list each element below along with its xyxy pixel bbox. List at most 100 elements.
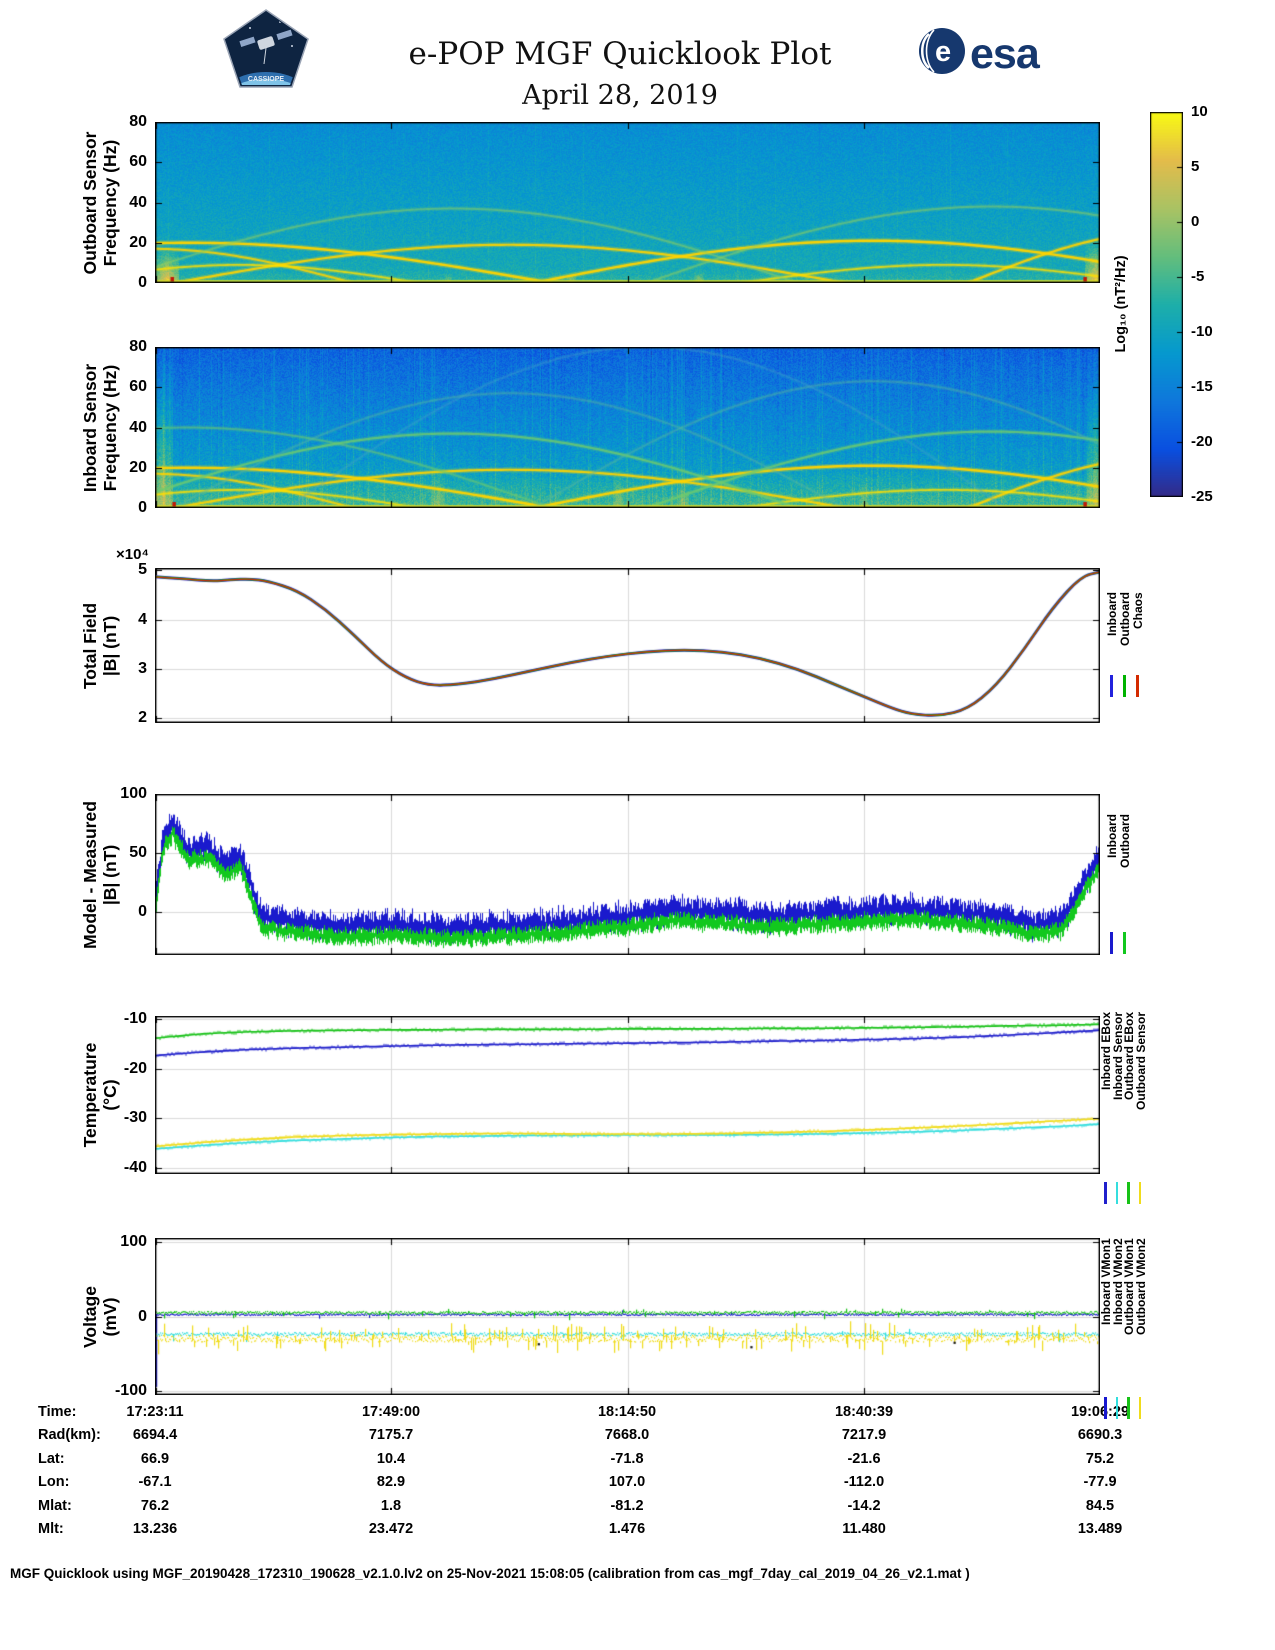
table-cell: 18:40:39: [834, 1404, 894, 1420]
y-tick-label: 60: [129, 153, 147, 171]
esa-logo-e: e: [935, 36, 951, 68]
ephemeris-table: Time: 17:23:11 17:49:00 18:14:50 18:40:3…: [0, 1404, 1275, 1544]
table-cell: 7668.0: [604, 1427, 650, 1444]
table-cell: 75.2: [1085, 1450, 1115, 1467]
inboard-spectrogram-canvas: [155, 347, 1100, 508]
ylabel-model-measured: Model - Measured |B| (nT): [80, 801, 120, 949]
table-row-label: Mlat:: [38, 1497, 72, 1514]
table-row-lat: Lat: 66.9 10.4 -71.8 -21.6 75.2: [0, 1451, 1275, 1474]
table-row-mlt: Mlt: 13.236 23.472 1.476 11.480 13.489: [0, 1521, 1275, 1544]
page-date: April 28, 2019: [522, 80, 718, 111]
legend-mark-inboard: [1110, 675, 1113, 697]
y-tick-label: 60: [129, 378, 147, 396]
ylabel-line: |B| (nT): [100, 844, 120, 905]
y-tick-label: 50: [129, 844, 147, 862]
table-cell: 6694.4: [132, 1427, 178, 1444]
y-tick-label: 80: [129, 338, 147, 355]
table-cell: 66.9: [140, 1450, 170, 1467]
y-tick-label: -100: [114, 1381, 147, 1399]
y-tick-label: 0: [138, 274, 147, 291]
table-cell: 6690.3: [1077, 1427, 1123, 1444]
legend-mark-outboard-vmon2: [1138, 1397, 1141, 1419]
y-tick-label: 20: [129, 458, 147, 476]
esa-logo-disc: [919, 28, 965, 74]
y-tick-label: 0: [138, 499, 147, 516]
table-cell: 82.9: [376, 1474, 406, 1491]
total-field-canvas: [155, 568, 1100, 723]
y-tick-label: 80: [129, 113, 147, 130]
colorbar-tick-label: -20: [1191, 433, 1213, 450]
y-tick-label: 0: [138, 903, 147, 921]
legend-mark-outboard: [1123, 932, 1126, 954]
colorbar-tick-label: -5: [1191, 268, 1205, 285]
table-cell: 18:14:50: [597, 1404, 657, 1420]
y-tick-label: -10: [123, 1010, 147, 1028]
table-cell: 23.472: [368, 1520, 414, 1537]
legend-label-chaos: Chaos: [1131, 591, 1145, 629]
table-cell: 13.236: [132, 1520, 178, 1537]
table-cell: 17:49:00: [361, 1404, 421, 1420]
table-row-label: Lon:: [38, 1474, 70, 1491]
esa-logo-swirl: [925, 29, 935, 73]
table-cell: 1.476: [608, 1520, 646, 1537]
legend-mark-outboard: [1123, 675, 1126, 697]
table-row-label: Mlt:: [38, 1520, 64, 1537]
temperature-canvas: [155, 1016, 1100, 1174]
y-axis-scale-label: ×10⁴: [116, 546, 149, 563]
legend-mark-outboard-ebox: [1127, 1182, 1130, 1204]
table-row-lon: Lon: -67.1 82.9 107.0 -112.0 -77.9: [0, 1474, 1275, 1497]
table-cell: 11.480: [842, 1520, 886, 1537]
legend-mark-chaos: [1136, 675, 1139, 697]
ylabel-line: Model - Measured: [80, 800, 100, 949]
legend-mark-outboard-vmon1: [1127, 1397, 1130, 1419]
badge-mission-text: CASSIOPE: [248, 76, 285, 83]
table-cell: 7175.7: [368, 1427, 414, 1444]
table-cell: 19:06:29: [1070, 1404, 1130, 1420]
colorbar-tick-label: 0: [1191, 213, 1200, 230]
colorbar-label: Log₁₀ (nT²/Hz): [1113, 255, 1129, 353]
y-tick-label: -30: [123, 1109, 147, 1127]
table-row-radius: Rad(km): 6694.4 7175.7 7668.0 7217.9 669…: [0, 1427, 1275, 1450]
esa-logo: e esa: [919, 28, 1042, 78]
table-cell: 107.0: [608, 1474, 646, 1491]
y-tick-label: 3: [138, 659, 147, 677]
y-tick-label: 40: [129, 418, 147, 436]
table-row-label: Time:: [38, 1404, 77, 1420]
colorbar-tick-label: -10: [1191, 323, 1213, 340]
y-tick-label: 100: [120, 1233, 147, 1251]
voltage-canvas: [155, 1238, 1100, 1395]
legend-mark-inboard-vmon1: [1104, 1397, 1107, 1419]
table-cell: -21.6: [847, 1450, 881, 1467]
colorbar-tick-label: 5: [1191, 158, 1200, 175]
badge-satellite-panel: [239, 36, 256, 48]
esa-logo-swirl: [921, 33, 930, 69]
footer-note: MGF Quicklook using MGF_20190428_172310_…: [10, 1566, 970, 1581]
table-cell: -81.2: [610, 1497, 644, 1514]
table-row-mlat: Mlat: 76.2 1.8 -81.2 -14.2 84.5: [0, 1498, 1275, 1521]
y-tick-label: 40: [129, 193, 147, 211]
table-cell: -112.0: [843, 1474, 885, 1491]
y-tick-label: -20: [123, 1059, 147, 1077]
table-row-time: Time: 17:23:11 17:49:00 18:14:50 18:40:3…: [0, 1404, 1275, 1427]
legend-mark-inboard-ebox: [1104, 1182, 1107, 1204]
table-cell: 1.8: [380, 1497, 402, 1514]
y-tick-label: -40: [123, 1158, 147, 1176]
legend-mark-inboard-vmon2: [1115, 1397, 1118, 1419]
colorbar-tick-label: -25: [1191, 488, 1213, 505]
table-cell: 76.2: [140, 1497, 170, 1514]
model-measured-canvas: [155, 794, 1100, 955]
legend-label-outboard-sensor: Outboard Sensor: [1133, 1011, 1148, 1110]
esa-logo-text: esa: [970, 30, 1041, 78]
legend-mark-outboard-sensor: [1138, 1182, 1141, 1204]
y-tick-label: 100: [120, 785, 147, 802]
legend-mark-inboard: [1110, 932, 1113, 954]
colorbar-tick-label: 10: [1191, 103, 1208, 120]
table-cell: -14.2: [847, 1497, 881, 1514]
badge-satellite-body: [257, 36, 275, 50]
table-cell: 17:23:11: [126, 1404, 184, 1420]
page-title: e-POP MGF Quicklook Plot: [408, 36, 832, 72]
badge-satellite-panel: [276, 29, 293, 41]
colorbar-canvas: [1150, 112, 1183, 497]
table-row-label: Rad(km):: [38, 1427, 101, 1444]
